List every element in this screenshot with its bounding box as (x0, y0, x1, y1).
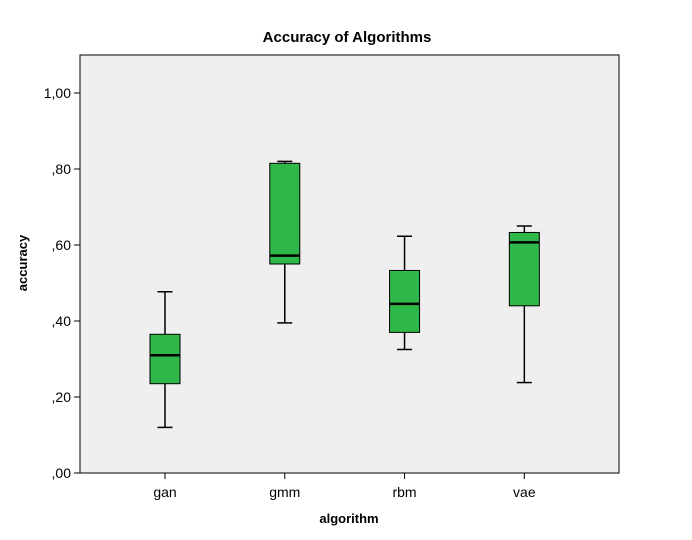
x-axis-label: algorithm (319, 511, 378, 526)
x-tick-label-rbm: rbm (392, 484, 416, 500)
x-tick-label-gmm: gmm (269, 484, 300, 500)
y-tick-label: ,40 (52, 313, 72, 329)
box-gan (149, 290, 181, 429)
y-tick-label: ,00 (52, 465, 72, 481)
chart-title: Accuracy of Algorithms (263, 29, 432, 46)
y-tick-label: ,20 (52, 389, 72, 405)
iqr-box (149, 333, 181, 385)
iqr-box (389, 269, 421, 333)
x-tick-label-vae: vae (513, 484, 536, 500)
x-axis: gan gmm rbm vae (153, 473, 536, 500)
iqr-box (508, 231, 540, 307)
y-axis: ,00 ,20 ,40 ,60 ,80 1,00 (44, 85, 80, 481)
boxes-group (149, 160, 540, 429)
x-tick-label-gan: gan (153, 484, 176, 500)
box-rbm (389, 235, 421, 351)
y-tick-label: ,60 (52, 237, 72, 253)
y-axis-label: accuracy (15, 234, 30, 291)
y-tick-label: 1,00 (44, 85, 71, 101)
iqr-box (269, 162, 301, 265)
y-tick-label: ,80 (52, 161, 72, 177)
box-gmm (269, 160, 301, 324)
box-vae (508, 225, 540, 384)
